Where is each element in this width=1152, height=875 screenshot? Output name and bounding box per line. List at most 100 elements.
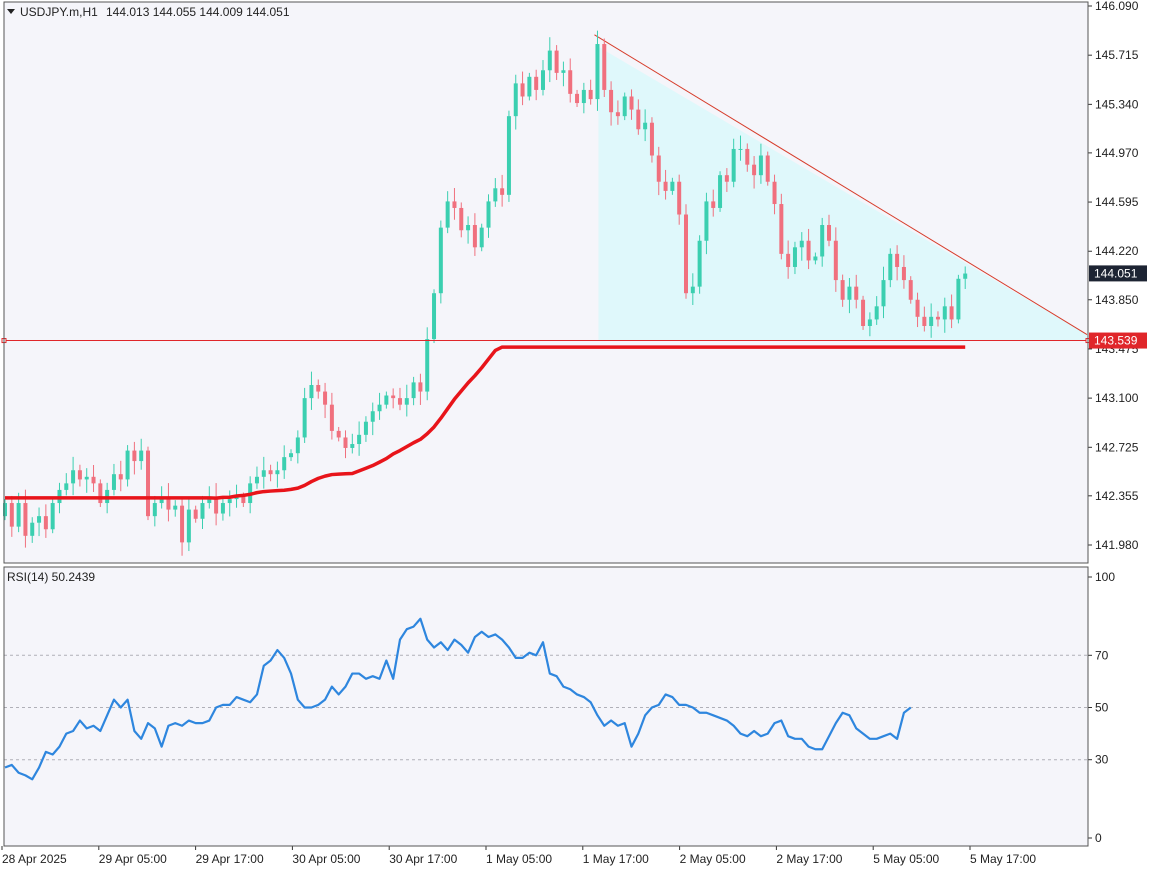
price-tick-label: 142.725 — [1095, 440, 1139, 454]
candle — [697, 240, 702, 287]
candle — [432, 293, 437, 340]
time-tick-label: 30 Apr 05:00 — [292, 852, 360, 866]
candle — [649, 122, 654, 156]
candle — [425, 339, 430, 392]
candle — [895, 253, 900, 267]
candle — [37, 516, 42, 523]
candle — [656, 155, 661, 182]
main-border — [3, 1, 1089, 564]
candle — [445, 201, 450, 228]
candle — [9, 503, 14, 527]
candle — [30, 522, 35, 536]
ohlc-label: 144.013 144.055 144.009 144.051 — [106, 5, 290, 19]
rsi-series — [4, 617, 1088, 781]
candle — [384, 395, 389, 405]
support-price-label: 143.539 — [1094, 334, 1138, 348]
candle — [881, 280, 886, 307]
candle — [575, 93, 580, 104]
candle — [472, 225, 477, 248]
candle — [792, 247, 797, 267]
candle — [806, 240, 811, 261]
candle — [500, 188, 505, 195]
candle — [833, 240, 838, 281]
candle — [588, 89, 593, 100]
candle — [377, 404, 382, 412]
candle — [745, 148, 750, 165]
candle — [84, 476, 89, 480]
candle — [568, 70, 573, 94]
candle — [493, 188, 498, 202]
price-tick-label: 144.970 — [1095, 146, 1139, 160]
candle — [329, 404, 334, 431]
current-price-tag — [1089, 265, 1147, 282]
candle — [711, 201, 716, 208]
candle — [459, 207, 464, 231]
price-tick-label: 141.980 — [1095, 538, 1139, 552]
candle — [91, 476, 96, 484]
candle — [561, 70, 566, 73]
candle — [309, 385, 314, 399]
candle — [861, 299, 866, 326]
candle — [554, 50, 559, 73]
candle — [677, 181, 682, 215]
candle — [186, 509, 191, 543]
candle — [391, 395, 396, 399]
candle — [316, 385, 321, 392]
support-price-tag — [1089, 332, 1147, 349]
candle — [71, 470, 76, 484]
price-series — [1, 30, 1091, 556]
candle — [227, 499, 232, 504]
candle — [98, 483, 103, 504]
candle — [200, 503, 205, 519]
candle — [929, 316, 934, 326]
price-tick-label: 143.850 — [1095, 293, 1139, 307]
candle — [506, 116, 511, 195]
candle — [139, 450, 144, 462]
price-tick-label: 146.090 — [1095, 0, 1139, 13]
current-price-label: 144.051 — [1094, 266, 1138, 280]
candle — [132, 450, 137, 462]
time-tick-label: 29 Apr 05:00 — [99, 852, 167, 866]
candle — [513, 83, 518, 117]
candle — [629, 96, 634, 110]
candle — [942, 306, 947, 320]
candle — [214, 496, 219, 514]
candle — [758, 155, 763, 176]
candle — [370, 411, 375, 422]
candle — [323, 391, 328, 405]
candle — [282, 457, 287, 471]
candle — [118, 474, 123, 480]
candle — [64, 483, 69, 490]
candle — [404, 398, 409, 405]
candle — [581, 89, 586, 104]
moving-average-line — [5, 345, 966, 500]
candle — [874, 306, 879, 320]
candle — [43, 516, 48, 530]
candle — [111, 474, 116, 490]
candle — [438, 227, 443, 294]
time-tick-label: 28 Apr 2025 — [2, 852, 67, 866]
candle — [915, 299, 920, 317]
candle — [418, 382, 423, 392]
time-tick-label: 2 May 17:00 — [776, 852, 842, 866]
rsi-label: RSI(14) 50.2439 — [7, 570, 95, 584]
candle — [289, 453, 294, 458]
rsi-plot-area[interactable] — [4, 567, 1088, 846]
candle — [357, 434, 362, 445]
symbol-label: USDJPY.m,H1 — [20, 5, 98, 19]
rsi-tick-label: 70 — [1095, 648, 1109, 662]
rsi-tick-label: 0 — [1095, 831, 1102, 845]
candle — [166, 496, 171, 510]
candle — [363, 421, 368, 435]
candle — [146, 450, 151, 517]
candle — [397, 398, 402, 405]
candle — [772, 181, 777, 205]
candle — [125, 450, 130, 480]
candle — [520, 83, 525, 97]
collapse-triangle-icon[interactable] — [7, 9, 15, 14]
candle — [867, 319, 872, 326]
price-tick-label: 143.100 — [1095, 391, 1139, 405]
candle — [786, 253, 791, 267]
candle — [275, 470, 280, 475]
